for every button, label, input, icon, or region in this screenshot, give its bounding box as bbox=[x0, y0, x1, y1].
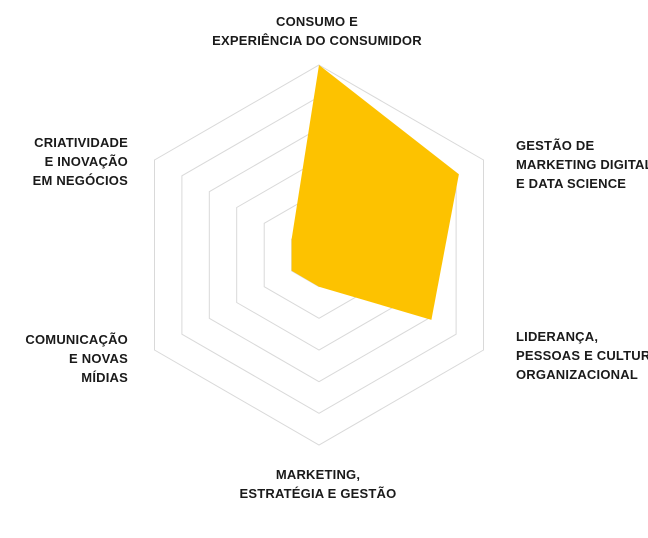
axis-label-3: MARKETING, ESTRATÉGIA E GESTÃO bbox=[240, 467, 397, 501]
axis-label-line: MARKETING DIGITAL bbox=[516, 157, 648, 172]
axis-label-2: LIDERANÇA, PESSOAS E CULTURA ORGANIZACIONA… bbox=[516, 329, 648, 382]
axis-label-line: E INOVAÇÃO bbox=[45, 154, 128, 169]
series-area-0 bbox=[291, 65, 459, 320]
axis-label-line: LIDERANÇA, bbox=[516, 329, 598, 344]
axis-label-line: EM NEGÓCIOS bbox=[33, 173, 129, 188]
axis-label-line: MÍDIAS bbox=[81, 370, 128, 385]
axis-label-0: CONSUMO E EXPERIÊNCIA DO CONSUMIDOR bbox=[212, 14, 422, 48]
axis-label-1: GESTÃO DE MARKETING DIGITAL E DATA SCIENCE bbox=[516, 138, 648, 191]
axis-label-line: E DATA SCIENCE bbox=[516, 176, 626, 191]
axis-label-line: ORGANIZACIONAL bbox=[516, 367, 638, 382]
axis-label-line: COMUNICAÇÃO bbox=[25, 332, 128, 347]
axis-label-line: ESTRATÉGIA E GESTÃO bbox=[240, 486, 397, 501]
axis-label-line: GESTÃO DE bbox=[516, 138, 594, 153]
axis-label-line: CRIATIVIDADE bbox=[34, 135, 128, 150]
axis-label-5: CRIATIVIDADE E INOVAÇÃO EM NEGÓCIOS bbox=[33, 135, 129, 188]
axis-label-4: COMUNICAÇÃO E NOVAS MÍDIAS bbox=[25, 332, 128, 385]
axis-label-line: CONSUMO E bbox=[276, 14, 358, 29]
axis-label-line: MARKETING, bbox=[276, 467, 360, 482]
axis-label-line: E NOVAS bbox=[69, 351, 128, 366]
grid-ring-6 bbox=[154, 64, 484, 446]
axis-label-line: PESSOAS E CULTURA bbox=[516, 348, 648, 363]
axis-label-line: EXPERIÊNCIA DO CONSUMIDOR bbox=[212, 33, 422, 48]
axis-labels: CONSUMO E EXPERIÊNCIA DO CONSUMIDOR GESTÃO… bbox=[25, 14, 648, 501]
radar-series bbox=[291, 65, 459, 320]
